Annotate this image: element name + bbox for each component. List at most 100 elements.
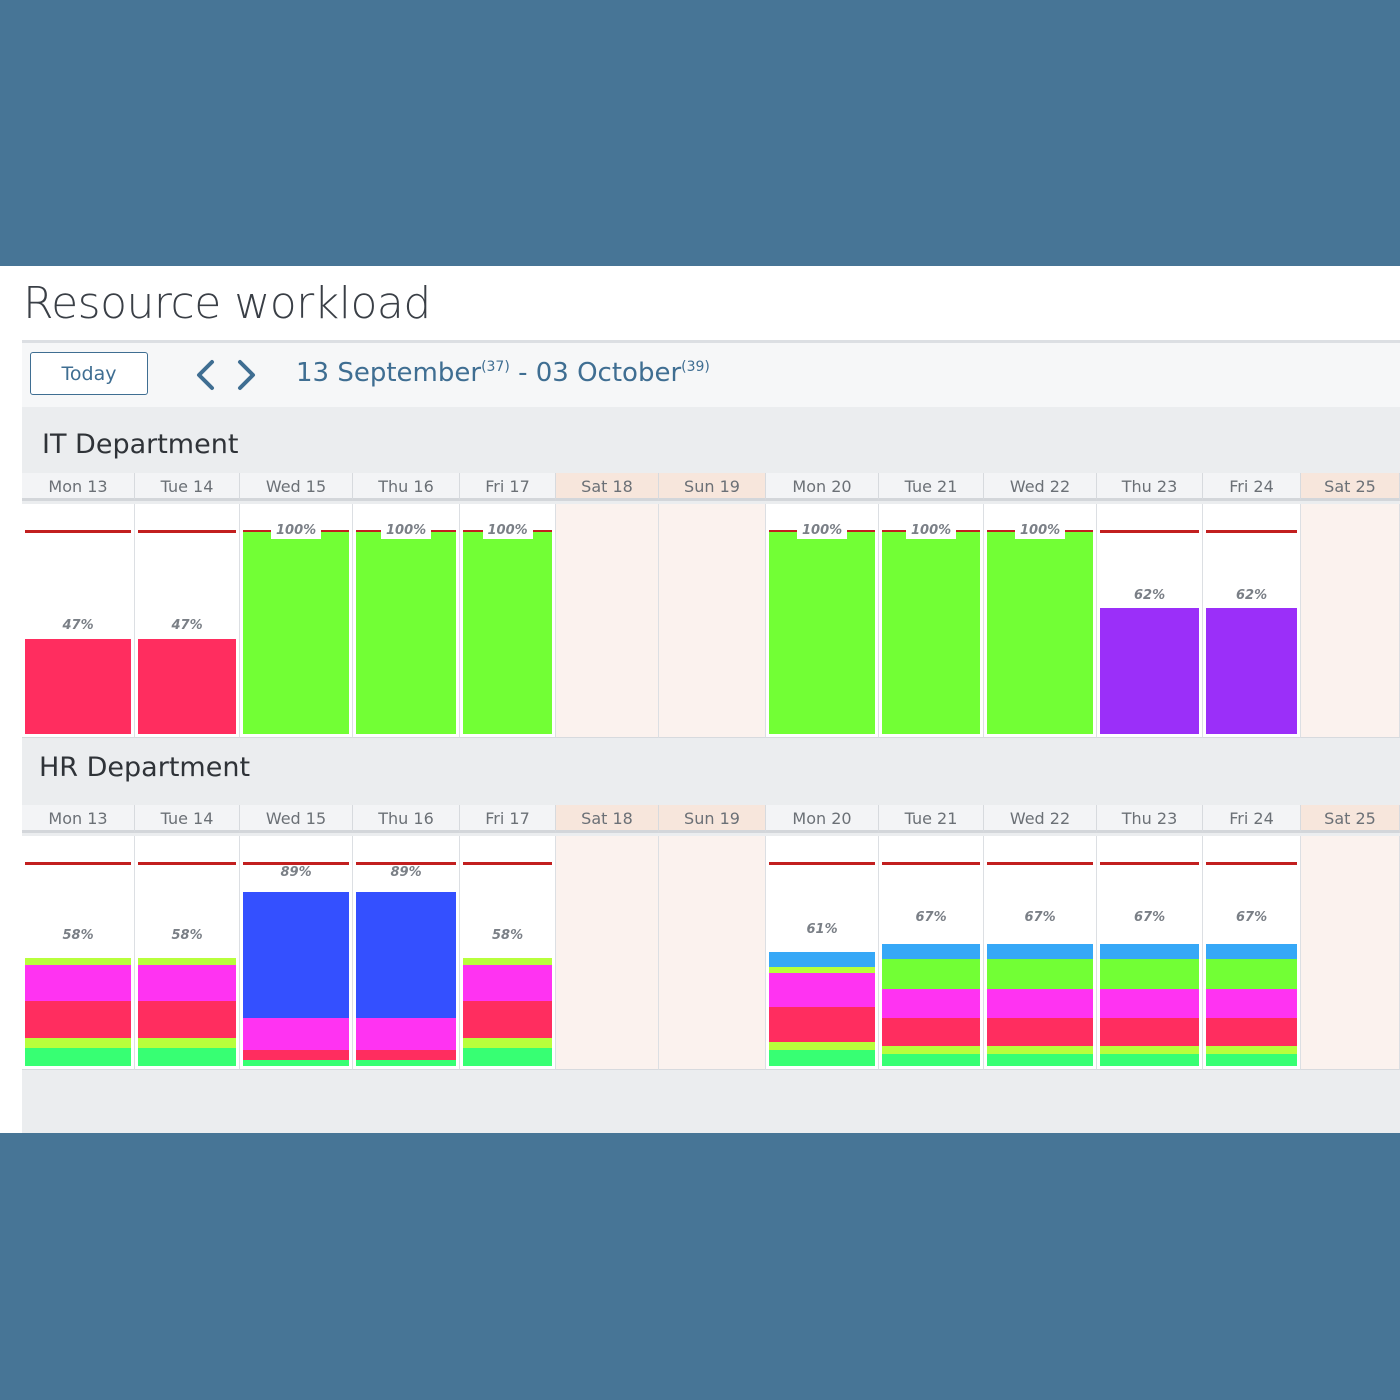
day-header[interactable]: Mon 13 bbox=[22, 805, 135, 833]
workload-segment bbox=[987, 958, 1093, 990]
day-cell[interactable] bbox=[659, 836, 766, 1070]
workload-bar[interactable] bbox=[25, 949, 131, 1066]
day-cell[interactable] bbox=[556, 504, 659, 738]
day-header[interactable]: Fri 24 bbox=[1203, 805, 1301, 833]
day-header[interactable]: Tue 21 bbox=[879, 805, 984, 833]
range-start-week: (37) bbox=[481, 359, 510, 375]
day-header[interactable]: Thu 16 bbox=[353, 805, 460, 833]
workload-bar[interactable] bbox=[769, 531, 875, 734]
workload-segment bbox=[769, 1006, 875, 1042]
workload-segment bbox=[987, 988, 1093, 1018]
workload-segment bbox=[25, 1037, 131, 1048]
workload-bar[interactable] bbox=[243, 886, 349, 1066]
workload-segment bbox=[1206, 988, 1297, 1018]
it-department-title: IT Department bbox=[42, 429, 239, 460]
workload-percent-label: 100% bbox=[381, 523, 432, 539]
day-cell[interactable] bbox=[1301, 504, 1400, 738]
workload-bar[interactable] bbox=[138, 949, 236, 1066]
day-header[interactable]: Mon 20 bbox=[766, 473, 879, 501]
workload-segment bbox=[138, 1000, 236, 1038]
workload-segment bbox=[25, 958, 131, 965]
day-header[interactable]: Sat 18 bbox=[556, 805, 659, 833]
day-header[interactable]: Mon 20 bbox=[766, 805, 879, 833]
workload-percent-label: 100% bbox=[1015, 523, 1066, 539]
today-button[interactable]: Today bbox=[30, 352, 148, 395]
capacity-line bbox=[138, 862, 236, 865]
workload-segment bbox=[987, 1017, 1093, 1046]
day-header[interactable]: Tue 14 bbox=[135, 473, 240, 501]
day-header[interactable]: Fri 24 bbox=[1203, 473, 1301, 501]
workload-bar[interactable] bbox=[138, 638, 236, 734]
workload-bar[interactable] bbox=[1100, 931, 1199, 1066]
workload-segment bbox=[1100, 1045, 1199, 1054]
day-header[interactable]: Tue 21 bbox=[879, 473, 984, 501]
workload-segment bbox=[243, 1017, 349, 1050]
day-header[interactable]: Fri 17 bbox=[460, 805, 556, 833]
day-header[interactable]: Tue 14 bbox=[135, 805, 240, 833]
workload-percent-label: 61% bbox=[806, 922, 838, 937]
workload-bar[interactable] bbox=[243, 531, 349, 734]
workload-bar[interactable] bbox=[1206, 931, 1297, 1066]
day-header[interactable]: Wed 22 bbox=[984, 805, 1097, 833]
workload-segment bbox=[1100, 944, 1199, 959]
workload-segment bbox=[1100, 1017, 1199, 1046]
day-header[interactable]: Mon 13 bbox=[22, 473, 135, 501]
prev-period-button[interactable] bbox=[192, 357, 220, 393]
day-header[interactable]: Thu 23 bbox=[1097, 473, 1203, 501]
next-period-button[interactable] bbox=[232, 357, 260, 393]
workload-segment bbox=[463, 1000, 552, 1038]
workload-segment bbox=[463, 1037, 552, 1048]
day-header[interactable]: Thu 16 bbox=[353, 473, 460, 501]
hr-department-title: HR Department bbox=[39, 752, 251, 783]
day-cell[interactable] bbox=[1301, 836, 1400, 1070]
workload-bar[interactable] bbox=[25, 638, 131, 734]
workload-segment bbox=[1100, 608, 1199, 734]
workload-segment bbox=[463, 1047, 552, 1066]
workload-segment bbox=[138, 1037, 236, 1048]
workload-bar[interactable] bbox=[769, 943, 875, 1066]
day-header[interactable]: Sat 18 bbox=[556, 473, 659, 501]
page-title: Resource workload bbox=[23, 278, 431, 329]
day-cell[interactable] bbox=[556, 836, 659, 1070]
workload-percent-label: 67% bbox=[1024, 910, 1056, 925]
workload-bar[interactable] bbox=[356, 531, 456, 734]
workload-bar[interactable] bbox=[987, 531, 1093, 734]
workload-segment bbox=[356, 891, 456, 1018]
workload-segment bbox=[987, 531, 1093, 734]
workload-segment bbox=[463, 958, 552, 965]
workload-bar[interactable] bbox=[882, 531, 980, 734]
day-header[interactable]: Thu 23 bbox=[1097, 805, 1203, 833]
capacity-line bbox=[243, 862, 349, 865]
workload-bar[interactable] bbox=[1100, 608, 1199, 734]
workload-bar[interactable] bbox=[987, 931, 1093, 1066]
workload-segment bbox=[769, 531, 875, 734]
workload-bar[interactable] bbox=[356, 886, 456, 1066]
day-header[interactable]: Sun 19 bbox=[659, 473, 766, 501]
capacity-line bbox=[1100, 530, 1199, 533]
day-header[interactable]: Sat 25 bbox=[1301, 805, 1400, 833]
day-header[interactable]: Sat 25 bbox=[1301, 473, 1400, 501]
workload-bar[interactable] bbox=[1206, 608, 1297, 734]
day-header[interactable]: Fri 17 bbox=[460, 473, 556, 501]
capacity-line bbox=[463, 862, 552, 865]
day-header[interactable]: Wed 15 bbox=[240, 805, 353, 833]
workload-segment bbox=[243, 1059, 349, 1066]
chevron-left-icon bbox=[197, 360, 214, 390]
day-header[interactable]: Wed 15 bbox=[240, 473, 353, 501]
workload-segment bbox=[1100, 1053, 1199, 1066]
capacity-line bbox=[882, 862, 980, 865]
workload-percent-label: 58% bbox=[492, 928, 524, 943]
workload-segment bbox=[1100, 958, 1199, 990]
day-cell[interactable] bbox=[659, 504, 766, 738]
workload-percent-label: 62% bbox=[1236, 588, 1268, 603]
workload-segment bbox=[882, 531, 980, 734]
day-header[interactable]: Sun 19 bbox=[659, 805, 766, 833]
workload-bar[interactable] bbox=[463, 531, 552, 734]
date-range: 13 September(37) - 03 October(39) bbox=[296, 358, 710, 388]
workload-bar[interactable] bbox=[463, 949, 552, 1066]
workload-segment bbox=[882, 1045, 980, 1054]
workload-segment bbox=[987, 1045, 1093, 1054]
workload-bar[interactable] bbox=[882, 931, 980, 1066]
day-header[interactable]: Wed 22 bbox=[984, 473, 1097, 501]
workload-percent-label: 100% bbox=[906, 523, 957, 539]
